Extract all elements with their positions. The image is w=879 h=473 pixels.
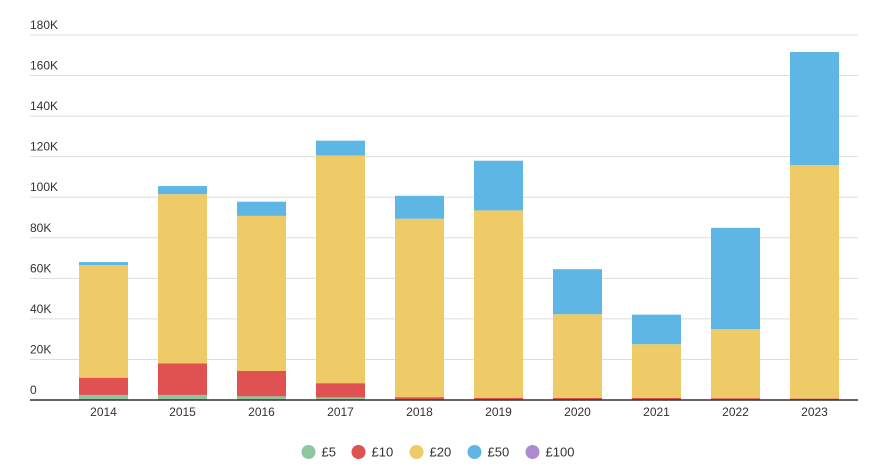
bar-segment — [632, 344, 681, 398]
y-tick-label: 0 — [30, 383, 37, 397]
legend-item[interactable]: £10 — [351, 445, 394, 460]
y-tick-label: 180K — [30, 18, 58, 32]
bar-segment — [316, 397, 365, 400]
bar-segment — [158, 194, 207, 364]
legend-label: £10 — [372, 445, 394, 460]
x-tick-label: 2022 — [722, 405, 749, 419]
bar-segment — [237, 215, 286, 372]
bar-segment — [632, 314, 681, 345]
bar-segment — [790, 165, 839, 399]
bar-segment — [237, 371, 286, 397]
legend[interactable]: £5 £10 £20 £50 £100 — [301, 445, 575, 460]
legend-swatch — [409, 445, 424, 459]
x-tick-label: 2017 — [327, 405, 354, 419]
bar-segment — [395, 195, 444, 219]
bar-segment — [474, 160, 523, 211]
x-tick-label: 2023 — [801, 405, 828, 419]
legend-item[interactable]: £100 — [525, 445, 575, 460]
y-axis-ticks: 0 20K 40K 60K 80K 100K 120K 140K 160K 180K — [30, 18, 58, 397]
x-tick-label: 2014 — [90, 405, 117, 419]
bar-segment — [790, 52, 839, 166]
y-tick-label: 120K — [30, 140, 58, 154]
legend-swatch — [525, 445, 540, 459]
bar-segment — [316, 155, 365, 384]
y-tick-label: 80K — [30, 221, 51, 235]
bar-segment — [158, 186, 207, 195]
bar-segment — [711, 227, 760, 330]
bar-segment — [711, 398, 760, 400]
legend-swatch — [467, 445, 482, 459]
bar-segment — [79, 394, 128, 400]
y-tick-label: 40K — [30, 302, 51, 316]
y-tick-label: 60K — [30, 261, 51, 275]
bar-segment — [395, 218, 444, 398]
x-tick-label: 2020 — [564, 405, 591, 419]
bar-segment — [79, 377, 128, 395]
x-tick-label: 2015 — [169, 405, 196, 419]
bar-segment — [632, 397, 681, 400]
x-tick-label: 2019 — [485, 405, 512, 419]
x-tick-label: 2021 — [643, 405, 670, 419]
x-tick-label: 2016 — [248, 405, 275, 419]
bar-segment — [237, 201, 286, 216]
legend-label: £20 — [430, 445, 452, 460]
bar-segment — [553, 269, 602, 315]
legend-item[interactable]: £50 — [467, 445, 510, 460]
y-tick-label: 140K — [30, 99, 58, 113]
bar-segment — [158, 363, 207, 395]
bar-segment — [316, 383, 365, 398]
bar-segment — [474, 397, 523, 400]
x-tick-label: 2018 — [406, 405, 433, 419]
bar-segment — [553, 397, 602, 400]
legend-item[interactable]: £20 — [409, 445, 452, 460]
legend-swatch — [301, 445, 316, 459]
bar-segment — [79, 265, 128, 378]
legend-label: £5 — [322, 445, 336, 460]
legend-label: £50 — [488, 445, 510, 460]
bar-segment — [790, 398, 839, 400]
y-tick-label: 160K — [30, 59, 58, 73]
bar-segment — [711, 329, 760, 399]
x-axis-ticks: 2014 2015 2016 2017 2018 2019 2020 2021 2022 2023 — [90, 405, 828, 419]
bar-segment — [237, 396, 286, 400]
bar-segment — [316, 140, 365, 156]
bar-segment — [158, 394, 207, 400]
legend-label: £100 — [546, 445, 575, 460]
legend-swatch — [351, 445, 366, 459]
bar-segment — [395, 397, 444, 400]
bar-segment — [79, 262, 128, 266]
bar-segment — [474, 210, 523, 398]
legend-item[interactable]: £5 — [301, 445, 336, 460]
bars — [79, 52, 839, 400]
bar-segment — [553, 314, 602, 398]
y-tick-label: 20K — [30, 342, 51, 356]
y-tick-label: 100K — [30, 180, 58, 194]
